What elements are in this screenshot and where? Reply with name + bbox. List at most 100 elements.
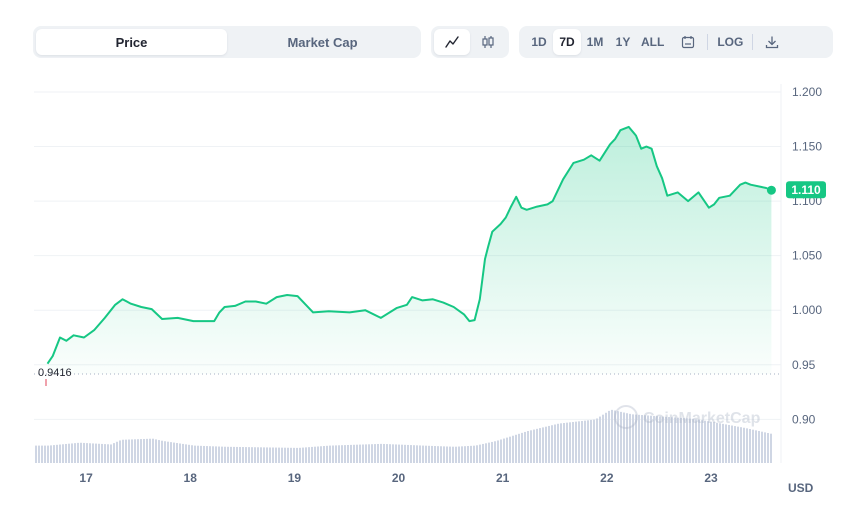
volume-bar xyxy=(335,445,337,463)
volume-bar xyxy=(710,421,712,463)
volume-bar xyxy=(230,446,232,463)
volume-bar xyxy=(176,443,178,463)
volume-bar xyxy=(734,426,736,463)
volume-bar xyxy=(647,415,649,463)
volume-bar xyxy=(440,446,442,463)
volume-bars xyxy=(35,409,772,463)
y-tick-label: 1.200 xyxy=(792,85,822,99)
volume-bar xyxy=(488,442,490,463)
volume-bar xyxy=(503,438,505,463)
volume-bar xyxy=(683,418,685,463)
volume-bar xyxy=(194,445,196,463)
volume-bar xyxy=(167,441,169,463)
x-tick-label: 19 xyxy=(288,471,302,485)
range-1y-button[interactable]: 1Y xyxy=(615,35,631,49)
tab-market-cap[interactable]: Market Cap xyxy=(287,34,358,50)
volume-bar xyxy=(125,439,127,463)
volume-bar xyxy=(566,422,568,463)
line-chart-button[interactable] xyxy=(434,29,470,55)
volume-bar xyxy=(116,441,118,463)
volume-bar xyxy=(386,444,388,463)
volume-bar xyxy=(164,441,166,463)
volume-bar xyxy=(506,437,508,463)
volume-bar xyxy=(107,444,109,463)
volume-bar xyxy=(470,445,472,463)
volume-bar xyxy=(620,411,622,463)
volume-bar xyxy=(704,420,706,463)
volume-bar xyxy=(770,433,772,463)
volume-bar xyxy=(359,444,361,463)
volume-bar xyxy=(764,432,766,463)
volume-bar xyxy=(317,446,319,463)
volume-bar xyxy=(494,441,496,463)
volume-bar xyxy=(149,438,151,463)
volume-bar xyxy=(44,445,46,463)
range-all-button[interactable]: ALL xyxy=(641,35,665,49)
volume-bar xyxy=(95,443,97,463)
volume-bar xyxy=(332,445,334,463)
volume-bar xyxy=(749,429,751,463)
volume-bar xyxy=(323,446,325,463)
volume-bar xyxy=(515,434,517,463)
watermark-text: CoinMarketCap xyxy=(643,410,761,427)
range-1m-button[interactable]: 1M xyxy=(586,35,604,49)
volume-bar xyxy=(446,446,448,463)
volume-bar xyxy=(707,421,709,463)
volume-bar xyxy=(380,443,382,463)
volume-bar xyxy=(698,419,700,463)
volume-bar xyxy=(449,446,451,463)
volume-bar xyxy=(338,445,340,463)
volume-bar xyxy=(362,444,364,463)
volume-bar xyxy=(590,419,592,463)
volume-bar xyxy=(542,427,544,463)
volume-bar xyxy=(728,424,730,463)
volume-bar xyxy=(248,447,250,463)
x-tick-label: 21 xyxy=(496,471,510,485)
volume-bar xyxy=(68,443,70,463)
volume-bar xyxy=(365,444,367,463)
chart-type-toggle xyxy=(431,26,509,58)
volume-bar xyxy=(203,445,205,463)
volume-bar xyxy=(215,446,217,463)
volume-bar xyxy=(299,447,301,463)
range-7d-button[interactable]: 7D xyxy=(553,29,581,55)
volume-bar xyxy=(617,411,619,463)
volume-bar xyxy=(752,429,754,463)
log-scale-button[interactable]: LOG xyxy=(717,35,744,49)
volume-bar xyxy=(170,442,172,463)
volume-bar xyxy=(347,444,349,463)
volume-bar xyxy=(674,417,676,463)
volume-bar xyxy=(374,444,376,463)
volume-bar xyxy=(713,422,715,463)
volume-bar xyxy=(404,444,406,463)
volume-bar xyxy=(308,447,310,463)
tab-price[interactable]: Price xyxy=(36,29,227,55)
volume-bar xyxy=(188,444,190,463)
volume-bar xyxy=(287,447,289,463)
volume-bar xyxy=(443,446,445,463)
volume-bar xyxy=(59,444,61,463)
volume-bar xyxy=(740,427,742,463)
volume-bar xyxy=(344,445,346,463)
volume-bar xyxy=(410,445,412,463)
volume-bar xyxy=(671,417,673,463)
volume-bar xyxy=(401,444,403,463)
volume-bar xyxy=(236,446,238,463)
volume-bar xyxy=(56,444,58,463)
x-tick-label: 17 xyxy=(79,471,93,485)
current-price-marker: 1.110 xyxy=(766,181,826,199)
candlestick-chart-button[interactable] xyxy=(470,29,506,55)
volume-bar xyxy=(524,431,526,463)
volume-bar xyxy=(644,415,646,463)
volume-bar xyxy=(92,443,94,463)
current-price-badge xyxy=(786,181,826,199)
volume-bar xyxy=(206,446,208,463)
volume-bar xyxy=(131,439,133,463)
toolbar-divider xyxy=(752,34,754,50)
download-button[interactable] xyxy=(758,29,786,55)
volume-bar xyxy=(326,445,328,463)
range-1d-button[interactable]: 1D xyxy=(531,35,547,49)
date-range-button[interactable] xyxy=(674,29,702,55)
price-area xyxy=(47,126,772,374)
volume-bar xyxy=(281,447,283,463)
